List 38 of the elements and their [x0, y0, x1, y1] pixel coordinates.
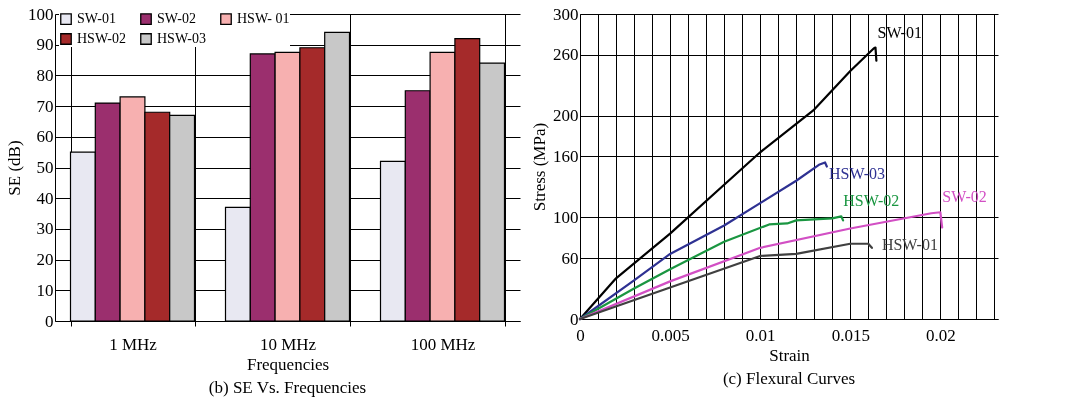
y-tick-label: 0 — [45, 311, 54, 331]
y-axis-title: Stress (MPa) — [530, 122, 549, 212]
text: (c) Flexural Curves — [722, 369, 856, 388]
y-tick-label: 30 — [36, 219, 54, 239]
x-axis-title: Strain — [769, 345, 811, 365]
x-tick-label: 0.005 — [651, 325, 690, 345]
x-axis-title: Frequencies — [246, 354, 330, 374]
y-tick-label: 300 — [553, 4, 579, 24]
y-tick-label: 200 — [553, 106, 579, 126]
y-tick-label: 0 — [570, 309, 579, 329]
legend-label: HSW-03 — [157, 31, 206, 46]
x-tick-label: 100 MHz — [410, 334, 476, 354]
y-tick-label: 260 — [553, 45, 579, 65]
x-tick-label: 10 MHz — [259, 334, 317, 354]
y-tick-label: 100 — [28, 4, 54, 24]
legend-label: HSW-02 — [77, 31, 126, 46]
x-tick-label: 0.02 — [925, 325, 956, 345]
legend-label: HSW- 01 — [237, 11, 290, 27]
line-series — [578, 215, 845, 321]
x-tick-label: 0.015 — [831, 325, 870, 345]
y-tick-label: 90 — [36, 35, 54, 55]
text: (b) SE Vs. Frequencies — [208, 378, 367, 397]
y-tick-label: 20 — [36, 250, 54, 270]
y-tick-label: 160 — [553, 146, 579, 166]
x-tick-label: 0.01 — [745, 325, 776, 345]
y-tick-label: 60 — [36, 127, 54, 147]
y-tick-label: 10 — [36, 280, 54, 300]
y-tick-label: 80 — [36, 65, 54, 85]
y-tick-label: 100 — [553, 207, 579, 227]
y-axis-title: SE (dB) — [5, 140, 24, 196]
y-tick-label: 70 — [36, 96, 54, 116]
legend-label: SW-02 — [157, 11, 196, 27]
legend-label: SW-01 — [77, 11, 116, 27]
line-series — [578, 242, 873, 321]
y-tick-label: 40 — [36, 188, 54, 208]
x-tick-label: 1 MHz — [109, 334, 158, 354]
y-tick-label: 60 — [561, 248, 579, 268]
y-tick-label: 50 — [36, 158, 54, 177]
